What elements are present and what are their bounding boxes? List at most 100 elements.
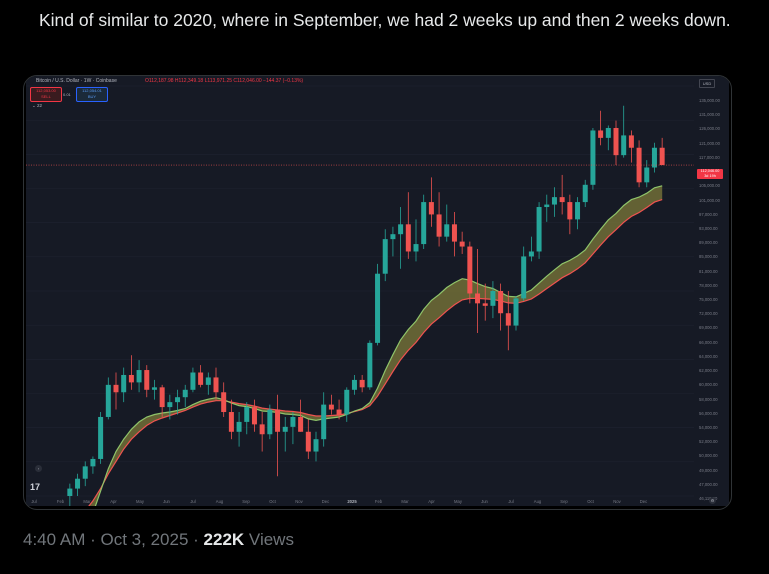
candlestick-chart-svg[interactable] <box>26 76 729 506</box>
price-axis-label: 47,000.00 <box>699 481 718 487</box>
candle-up <box>490 291 496 306</box>
time-axis-label: Jun <box>481 499 488 504</box>
currency-selector[interactable]: USD <box>699 79 715 88</box>
views-label: Views <box>248 530 294 549</box>
candle-up <box>390 234 396 240</box>
price-axis-label: 60,000.00 <box>699 382 718 388</box>
price-axis-label: 66,000.00 <box>699 339 718 345</box>
candle-up <box>351 379 357 390</box>
candle-up <box>644 167 650 183</box>
time-axis-label: Oct <box>587 499 594 504</box>
price-axis-label: 75,000.00 <box>699 297 718 302</box>
candle-up <box>121 374 127 393</box>
candle-up <box>290 416 296 427</box>
price-axis-label: 101,000.00 <box>699 197 720 203</box>
price-axis-label: 64,000.00 <box>699 353 718 359</box>
time-axis-label: Sep <box>242 499 250 504</box>
candle-up <box>444 224 450 237</box>
candle-up <box>167 402 173 408</box>
price-axis-label: 131,000.00 <box>699 112 720 118</box>
time-axis-label: Nov <box>295 499 303 504</box>
candle-up <box>98 416 104 459</box>
candle-up <box>590 130 596 185</box>
candle-down <box>228 412 234 432</box>
candle-down <box>498 291 504 314</box>
price-axis-label: 56,000.00 <box>699 410 718 416</box>
time-axis-label: Aug <box>215 499 224 504</box>
tweet-date[interactable]: Oct 3, 2025 <box>100 530 189 549</box>
candle-down <box>128 374 134 383</box>
views-count[interactable]: 222K <box>203 530 245 549</box>
candle-up <box>536 207 542 252</box>
time-axis-label: May <box>136 499 144 504</box>
candle-down <box>298 416 304 432</box>
candle-down <box>467 246 473 294</box>
candle-up <box>375 273 381 343</box>
candle-down <box>459 241 465 247</box>
candle-down <box>436 214 442 237</box>
candle-up <box>244 407 250 422</box>
time-axis-label: Apr <box>428 499 435 504</box>
tweet-media-chart[interactable]: Bitcoin / U.S. Dollar · 1W · Coinbase O1… <box>23 75 732 510</box>
chart-symbol[interactable]: Bitcoin / U.S. Dollar · 1W · Coinbase <box>36 78 117 84</box>
candle-up <box>513 298 519 326</box>
time-axis-label: Feb <box>56 499 65 504</box>
candle-up <box>398 224 404 235</box>
candle-up <box>651 147 657 168</box>
price-axis-label: 72,000.00 <box>699 311 718 317</box>
candle-down <box>451 224 457 242</box>
candle-up <box>75 478 81 489</box>
candle-down <box>505 313 511 326</box>
time-axis-label: Jul <box>31 499 37 504</box>
settings-gear-icon[interactable]: ⚙ <box>709 497 716 504</box>
candle-up <box>582 184 588 203</box>
time-axis-label: Jul <box>190 499 196 504</box>
candle-up <box>236 421 242 432</box>
price-axis-label: 126,000.00 <box>699 126 720 132</box>
candle-down <box>336 409 342 415</box>
buy-button[interactable]: 112,054.01 BUY <box>76 87 108 102</box>
candle-down <box>559 197 565 203</box>
candle-down <box>275 409 281 432</box>
candle-up <box>521 256 527 299</box>
candle-up <box>175 397 181 403</box>
candle-up <box>528 251 534 257</box>
price-axis-label: 46,110.00 <box>699 496 717 501</box>
scroll-left-icon[interactable]: ‹ <box>35 465 42 472</box>
time-axis-label: Oct <box>269 499 276 504</box>
price-axis-label: 49,000.00 <box>699 467 718 473</box>
time-axis-label: Mar <box>401 499 409 504</box>
time-axis-label: 2025 <box>347 499 357 504</box>
time-axis-label: Sep <box>560 499 568 504</box>
price-axis-label: 97,000.00 <box>699 211 718 217</box>
meta-separator: · <box>193 530 199 549</box>
ema-ribbon <box>88 185 663 506</box>
candle-down <box>144 370 150 390</box>
candle-up <box>105 384 111 417</box>
price-axis-label: 105,000.00 <box>699 183 720 189</box>
chart-header: Bitcoin / U.S. Dollar · 1W · Coinbase O1… <box>26 76 729 85</box>
candle-up <box>182 389 188 398</box>
candle-up <box>67 488 73 496</box>
candle-down <box>251 407 257 425</box>
candle-up <box>82 466 88 479</box>
candle-up <box>575 202 581 220</box>
collapse-chevron-icon[interactable]: ⌄ <box>32 103 36 108</box>
indicator-label[interactable]: ⌄ 22 <box>32 103 42 109</box>
sell-button[interactable]: 112,053.00 SELL <box>30 87 62 102</box>
candle-up <box>367 342 373 388</box>
candle-up <box>544 204 550 208</box>
candle-up <box>151 387 157 390</box>
tradingview-logo[interactable]: 17 <box>30 482 41 492</box>
candle-down <box>328 404 334 410</box>
candle-down <box>359 379 365 388</box>
tradingview-chart[interactable]: Bitcoin / U.S. Dollar · 1W · Coinbase O1… <box>26 76 729 506</box>
candle-down <box>475 293 481 304</box>
price-axis-label: 121,000.00 <box>699 140 720 146</box>
price-axis-label: 78,000.00 <box>699 282 718 288</box>
ema-fast-line <box>94 185 663 506</box>
candle-up <box>413 244 419 252</box>
tweet-time[interactable]: 4:40 AM <box>23 530 86 549</box>
buy-label: BUY <box>87 94 97 99</box>
ema-slow-line <box>88 199 663 506</box>
